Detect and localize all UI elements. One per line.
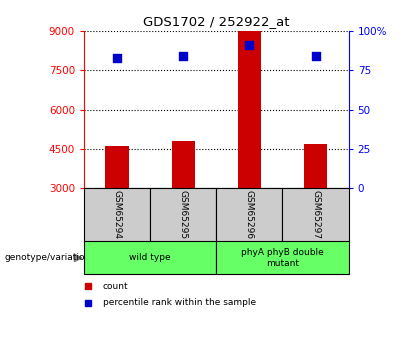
Bar xyxy=(172,141,195,188)
Text: GSM65295: GSM65295 xyxy=(179,190,188,239)
Text: GSM65294: GSM65294 xyxy=(113,190,121,239)
Text: percentile rank within the sample: percentile rank within the sample xyxy=(103,298,256,307)
Point xyxy=(312,53,319,59)
Text: count: count xyxy=(103,282,129,291)
Polygon shape xyxy=(74,254,82,262)
Text: genotype/variation: genotype/variation xyxy=(4,253,90,263)
Bar xyxy=(304,144,327,188)
Bar xyxy=(238,31,261,188)
Point xyxy=(114,55,121,60)
Title: GDS1702 / 252922_at: GDS1702 / 252922_at xyxy=(143,16,289,29)
Bar xyxy=(105,146,129,188)
Text: GSM65296: GSM65296 xyxy=(245,190,254,239)
Point xyxy=(246,42,253,48)
Point xyxy=(180,53,186,59)
Text: wild type: wild type xyxy=(129,253,171,263)
Text: phyA phyB double
mutant: phyA phyB double mutant xyxy=(241,248,324,268)
Text: GSM65297: GSM65297 xyxy=(311,190,320,239)
